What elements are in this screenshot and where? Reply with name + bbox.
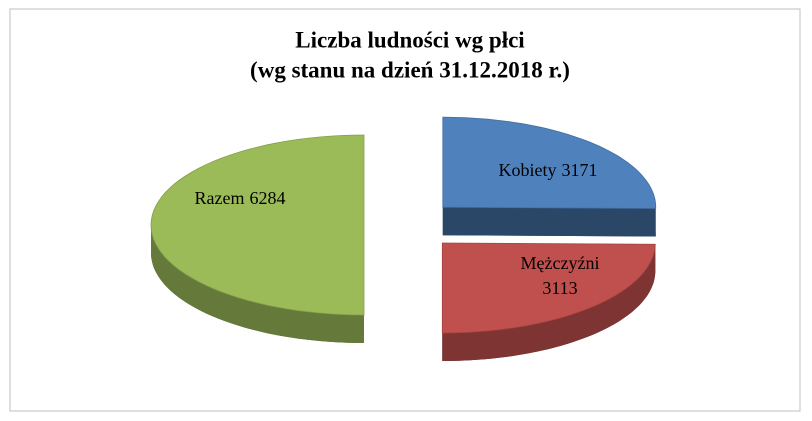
slice-top [441,242,656,334]
chart-frame [9,8,801,412]
slice-cut-face [442,207,656,237]
chart-title: Liczba ludności wg płci [295,27,525,52]
slice [442,116,657,237]
slice-label-value: 3113 [542,278,577,298]
slice-top [150,134,365,316]
slice-top [442,116,657,209]
slice-label-value: 6284 [249,188,285,208]
slice-wall [151,225,364,343]
slice [150,134,365,343]
slice-wall [442,244,656,361]
slice [441,242,656,361]
slice-label: Razem 6284 [195,188,286,208]
slice-label-value: 3171 [562,160,598,180]
slice-label-name: Razem [195,188,245,208]
slice-label-name: Mężczyźni [521,253,600,273]
chart-subtitle: (wg stanu na dzień 31.12.2018 r.) [250,57,570,82]
slice-label-name: Kobiety [499,160,557,180]
pie: Razem 6284 Kobiety 3171 Mężczyźni 3113 [150,116,657,361]
slice-label: Kobiety 3171 [499,160,598,180]
